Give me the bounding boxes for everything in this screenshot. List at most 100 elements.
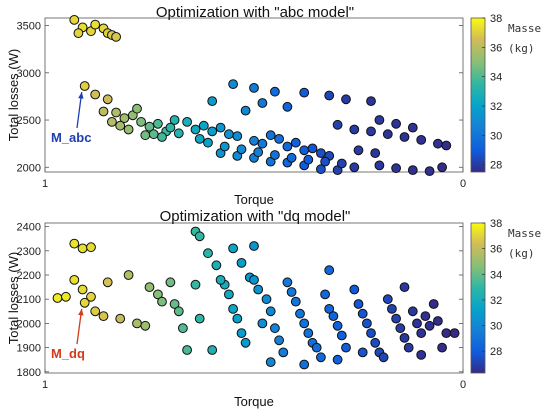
x-tick-label: 1 [42,178,48,190]
data-point [224,129,234,140]
y-tick-label: 2300 [17,246,41,258]
data-point [391,313,402,324]
data-point [433,316,443,326]
data-point [102,94,113,105]
data-point [303,328,314,339]
data-point [290,296,301,307]
chart-abc-annotation: M_abc [51,91,91,145]
data-point [194,231,205,242]
data-point [178,323,188,334]
data-point [407,122,418,133]
data-point [69,275,80,285]
annotation-arrowhead [78,92,84,99]
data-point [316,164,326,175]
colorbar-gradient [470,222,486,374]
data-point [165,122,176,133]
y-tick-label: 2400 [17,222,41,234]
data-point [257,98,268,108]
data-point [420,311,431,322]
data-point [236,328,247,339]
data-point [79,297,90,308]
data-point [336,158,347,169]
data-point [299,87,310,98]
data-point [228,79,239,89]
data-point [203,248,213,259]
data-point [437,342,448,353]
data-point [265,130,276,141]
data-point [374,115,385,125]
data-point [249,135,259,146]
data-point [366,126,376,137]
data-point [261,294,272,305]
data-point [173,306,184,317]
data-point [148,129,159,140]
data-point [61,291,71,302]
colorbar-tick-label: 32 [490,101,502,113]
data-point [123,270,134,280]
data-point [207,126,218,137]
colorbar-label: (kg) [508,42,535,55]
data-point [169,299,180,309]
data-point [190,279,201,290]
data-point [73,28,84,38]
data-point [362,318,372,329]
data-point [316,148,326,159]
data-point [77,284,88,295]
data-point [224,289,234,300]
data-point [274,134,285,144]
data-point [182,345,193,355]
data-point [111,32,121,42]
data-point [102,277,113,288]
data-point [194,313,205,324]
data-point [341,94,351,105]
chart-dq-points [52,226,460,370]
data-point [382,294,393,305]
data-point [399,282,410,293]
chart-dq-title: Optimization with "dq model" [160,208,351,225]
x-tick-label: 0 [460,178,466,190]
data-point [412,318,422,329]
data-point [387,304,397,314]
chart-abc-yticks: 2000 2500 3000 3500 [17,21,463,174]
data-point [332,320,343,331]
data-point [90,306,101,317]
y-tick-label: 1900 [17,343,41,355]
data-point [424,166,435,177]
data-point [98,106,109,117]
chart-abc-title: Optimization with "abc model" [156,4,354,21]
data-point [303,154,314,165]
data-point [320,156,331,167]
y-tick-label: 2000 [17,162,41,174]
data-point [182,117,193,127]
data-point [366,328,376,339]
data-point [136,117,147,127]
data-point [86,291,96,302]
data-point [173,128,184,139]
data-point [391,118,402,129]
data-point [395,323,406,334]
data-point [107,117,117,127]
data-point [299,359,310,370]
data-point [449,328,460,339]
colorbar-tick-label: 30 [490,130,502,142]
data-point [90,19,101,30]
data-point [157,132,167,142]
data-point [437,162,448,173]
data-point [240,337,251,348]
data-point [403,342,414,353]
y-tick-label: 1800 [17,367,41,379]
data-point [416,135,427,145]
colorbar-label: Masse [508,22,541,35]
y-tick-label: 2000 [17,318,41,330]
data-point [157,296,167,307]
chart-abc-xlabel: Torque [234,192,274,207]
data-point [228,243,239,254]
data-point [69,238,80,249]
y-tick-label: 3000 [17,68,41,80]
data-point [144,282,155,293]
data-point [207,96,218,106]
chart-abc-plot-area [44,17,464,173]
chart-abc-ylabel: Total losses (W) [6,49,21,141]
data-point [249,241,259,251]
